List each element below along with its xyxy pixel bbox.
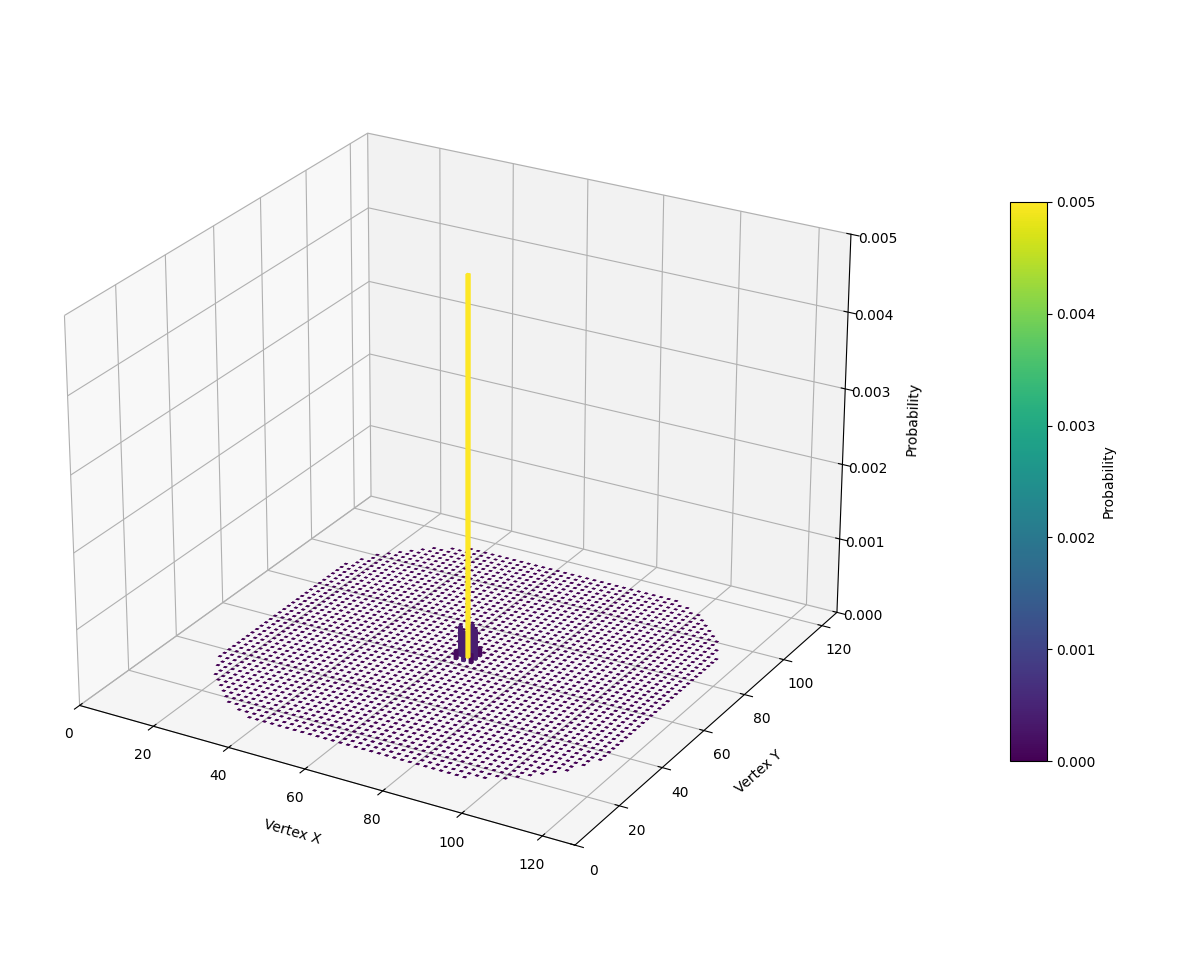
Y-axis label: Probability: Probability [1102, 445, 1116, 518]
X-axis label: Vertex X: Vertex X [262, 818, 322, 847]
Y-axis label: Vertex Y: Vertex Y [733, 747, 785, 795]
